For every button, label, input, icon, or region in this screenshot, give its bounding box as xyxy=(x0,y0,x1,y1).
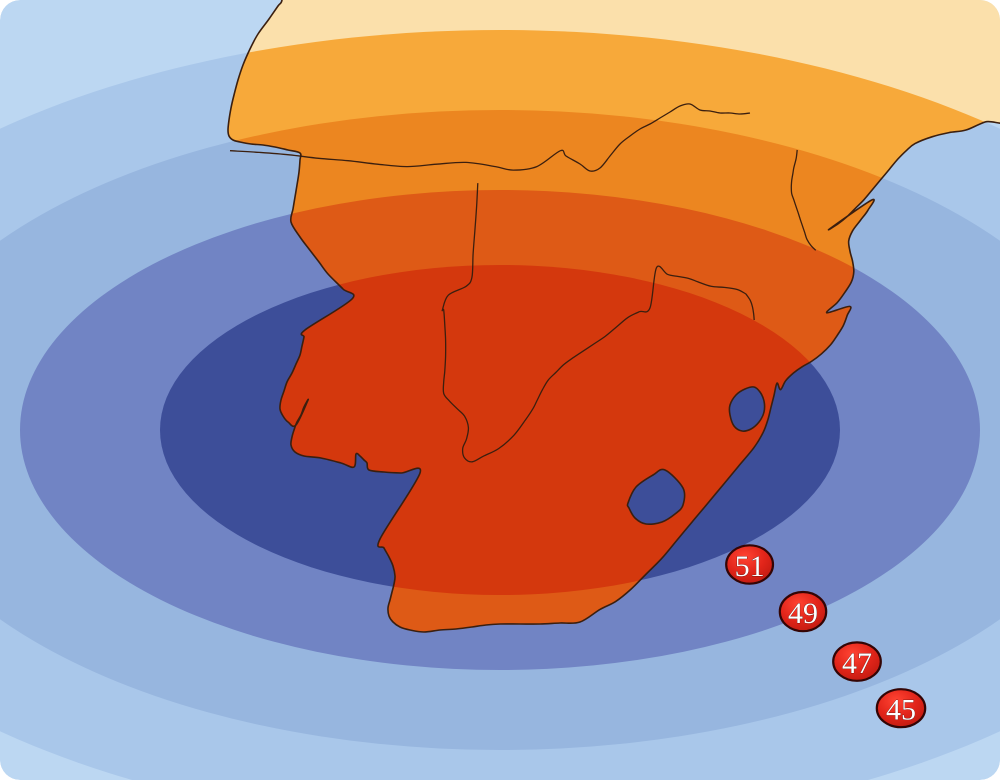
svg-text:47: 47 xyxy=(842,647,872,680)
svg-text:45: 45 xyxy=(886,694,916,727)
svg-text:51: 51 xyxy=(735,550,765,583)
svg-text:49: 49 xyxy=(788,597,818,630)
